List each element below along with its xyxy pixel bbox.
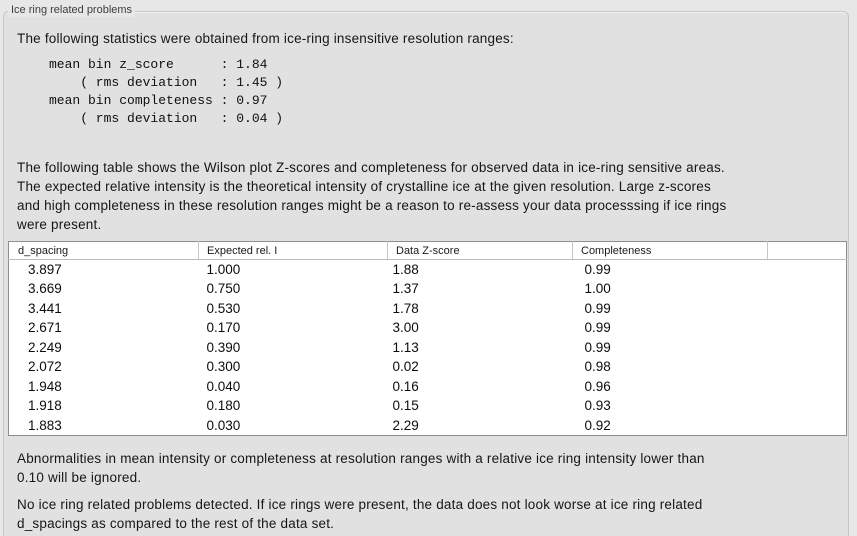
table-header-cell[interactable]: Expected rel. I [198,241,388,260]
table-cell: 0.16 [392,378,419,394]
table-header: d_spacing Expected rel. I Data Z-score Comp… [8,241,847,260]
table-header-cell[interactable] [767,241,847,260]
table-cell: 2.29 [392,417,419,433]
table-header-cell[interactable]: Data Z-score [387,241,573,260]
table-cell: 0.99 [584,320,611,336]
table-row[interactable]: 3.669 0.750 1.37 1.00 [9,279,847,299]
table-row[interactable]: 3.897 1.000 1.88 0.99 [9,260,847,280]
table-cell: 0.030 [206,417,241,433]
table-row[interactable]: 1.918 0.180 0.15 0.93 [9,396,847,416]
table-row[interactable]: 3.441 0.530 1.78 0.99 [9,299,847,319]
table-row[interactable]: 1.883 0.030 2.29 0.92 [9,416,847,436]
description-text: The following table shows the Wilson plo… [17,160,727,232]
table-cell [768,260,847,280]
table-cell [768,318,847,338]
table-row[interactable]: 1.948 0.040 0.16 0.96 [9,377,847,397]
table-cell [768,416,847,436]
table-header-cell[interactable]: Completeness [572,241,768,260]
table-cell: 0.300 [206,359,241,375]
ice-ring-table: d_spacing Expected rel. I Data Z-score Comp… [8,241,847,436]
table-cell [768,299,847,319]
table-cell: 0.98 [584,359,611,375]
intro-text: The following statistics were obtained f… [17,31,514,46]
table-cell: 0.99 [584,339,611,355]
table-cell: 0.170 [206,320,241,336]
ice-ring-panel: The following statistics were obtained f… [3,11,849,536]
table-cell: 0.93 [584,398,611,414]
table-cell: 1.78 [392,300,419,316]
table-cell: 0.040 [206,378,241,394]
table-row[interactable]: 2.072 0.300 0.02 0.98 [9,357,847,377]
table-cell: 0.96 [584,378,611,394]
table-cell: 0.92 [584,417,611,433]
stats-block: mean bin z_score : 1.84 ( rms deviation … [49,57,284,126]
ignore-rule-text: Abnormalities in mean intensity or compl… [17,450,705,485]
table-cell: 2.671 [28,320,62,336]
table-cell [768,396,847,416]
table-cell [768,377,847,397]
table-header-cell[interactable]: d_spacing [8,241,199,260]
table-cell: 3.00 [392,320,419,336]
group-box-title: Ice ring related problems [8,3,136,17]
table-cell: 3.897 [28,262,62,277]
table-cell: 0.750 [206,281,241,297]
table-cell: 0.390 [206,339,241,355]
table-row[interactable]: 2.671 0.170 3.00 0.99 [9,318,847,338]
table-cell: 1.13 [392,339,419,355]
table-cell: 1.948 [28,378,62,394]
table-cell: 3.669 [28,281,62,297]
table-cell [768,357,847,377]
table-cell: 0.99 [584,262,611,277]
table-cell: 2.249 [28,339,62,355]
table-cell: 0.99 [584,300,611,316]
table-cell [768,279,847,299]
table-cell: 1.883 [28,417,62,433]
table-cell: 0.15 [392,398,419,414]
table-cell: 1.88 [392,262,419,277]
table-cell: 1.37 [392,281,419,297]
table-cell: 1.000 [206,262,241,277]
table-cell: 3.441 [28,300,62,316]
table-cell: 0.530 [206,300,241,316]
table-cell: 0.180 [206,398,241,414]
table-cell: 1.918 [28,398,62,414]
table-cell: 0.02 [392,359,419,375]
table-cell: 1.00 [584,281,611,297]
conclusion-text: No ice ring related problems detected. I… [17,496,703,531]
table-cell [768,338,847,358]
table-row[interactable]: 2.249 0.390 1.13 0.99 [9,338,847,358]
table-cell: 2.072 [28,359,62,375]
